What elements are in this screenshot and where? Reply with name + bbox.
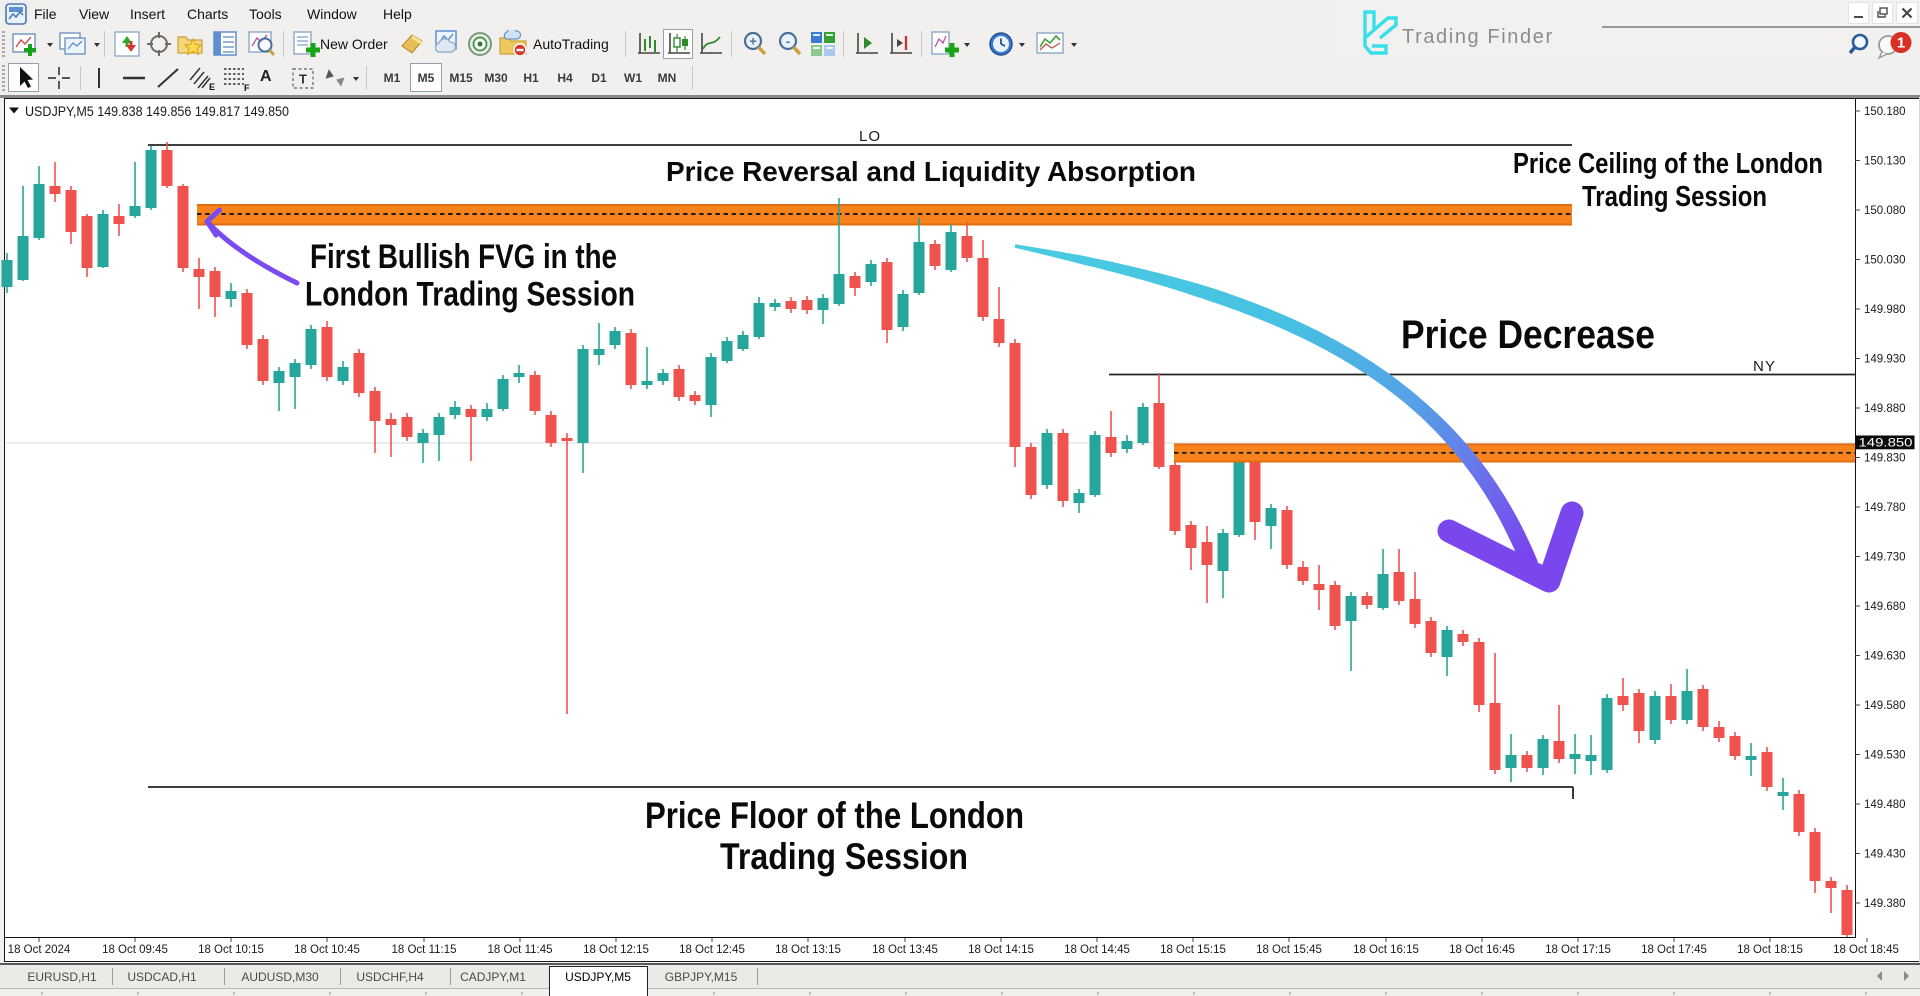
svg-text:149.980: 149.980 (1864, 304, 1906, 316)
svg-text:18 Oct 11:15: 18 Oct 11:15 (392, 944, 457, 956)
svg-text:149.630: 149.630 (1864, 651, 1906, 663)
svg-text:150.080: 150.080 (1864, 205, 1906, 217)
svg-text:London Trading Session: London Trading Session (305, 276, 635, 314)
svg-text:E: E (209, 82, 215, 92)
svg-text:18 Oct 13:15: 18 Oct 13:15 (775, 944, 841, 956)
svg-text:18 Oct 13:45: 18 Oct 13:45 (872, 944, 938, 956)
svg-text:149.730: 149.730 (1864, 552, 1906, 564)
svg-text:LO: LO (859, 128, 880, 145)
svg-text:18 Oct 15:15: 18 Oct 15:15 (1160, 944, 1226, 956)
svg-text:149.480: 149.480 (1864, 799, 1906, 811)
svg-text:First Bullish FVG in the: First Bullish FVG in the (310, 238, 617, 276)
svg-text:Price Reversal and Liquidity A: Price Reversal and Liquidity Absorption (666, 156, 1196, 187)
svg-text:149.830: 149.830 (1864, 453, 1906, 465)
svg-text:149.850: 149.850 (1859, 436, 1913, 450)
svg-text:18 Oct 18:15: 18 Oct 18:15 (1737, 944, 1803, 956)
svg-text:18 Oct 14:45: 18 Oct 14:45 (1064, 944, 1130, 956)
svg-text:18 Oct 09:45: 18 Oct 09:45 (102, 944, 168, 956)
svg-text:Trading Session: Trading Session (1582, 181, 1767, 213)
svg-text:149.380: 149.380 (1864, 898, 1906, 910)
svg-text:18 Oct 18:45: 18 Oct 18:45 (1833, 944, 1899, 956)
svg-text:149.430: 149.430 (1864, 849, 1906, 861)
svg-text:F: F (244, 83, 250, 92)
svg-text:18 Oct 17:15: 18 Oct 17:15 (1545, 944, 1611, 956)
svg-text:150.130: 150.130 (1864, 156, 1906, 168)
svg-text:18 Oct 16:45: 18 Oct 16:45 (1449, 944, 1515, 956)
svg-text:18 Oct 2024: 18 Oct 2024 (8, 944, 71, 956)
svg-text:18 Oct 15:45: 18 Oct 15:45 (1256, 944, 1322, 956)
svg-text:1: 1 (1897, 35, 1905, 52)
svg-text:-: - (786, 34, 790, 49)
svg-text:149.880: 149.880 (1864, 403, 1906, 415)
svg-text:149.930: 149.930 (1864, 354, 1906, 366)
svg-text:18 Oct 10:15: 18 Oct 10:15 (198, 944, 264, 956)
svg-text:18 Oct 12:15: 18 Oct 12:15 (583, 944, 649, 956)
svg-text:Price Ceiling of the London: Price Ceiling of the London (1513, 148, 1823, 180)
svg-text:18 Oct 14:15: 18 Oct 14:15 (968, 944, 1034, 956)
svg-text:USDJPY,M5 149.838 149.856 149: USDJPY,M5 149.838 149.856 149.817 149.85… (25, 104, 289, 119)
svg-text:150.180: 150.180 (1864, 106, 1906, 118)
svg-text:149.680: 149.680 (1864, 601, 1906, 613)
svg-text:149.780: 149.780 (1864, 502, 1906, 514)
svg-text:18 Oct 12:45: 18 Oct 12:45 (679, 944, 745, 956)
svg-text:18 Oct 16:15: 18 Oct 16:15 (1353, 944, 1419, 956)
svg-text:Price Decrease: Price Decrease (1401, 313, 1655, 357)
svg-text:Trading Session: Trading Session (720, 836, 968, 877)
svg-text:18 Oct 10:45: 18 Oct 10:45 (294, 944, 360, 956)
svg-text:NY: NY (1753, 358, 1775, 375)
svg-text:149.530: 149.530 (1864, 750, 1906, 762)
svg-text:T: T (299, 72, 307, 87)
svg-text:Price Floor of the London: Price Floor of the London (645, 795, 1024, 836)
svg-text:18 Oct 11:45: 18 Oct 11:45 (488, 944, 553, 956)
svg-text:150.030: 150.030 (1864, 255, 1906, 267)
svg-text:18 Oct 17:45: 18 Oct 17:45 (1641, 944, 1707, 956)
svg-text:+: + (749, 34, 757, 49)
svg-text:149.580: 149.580 (1864, 700, 1906, 712)
